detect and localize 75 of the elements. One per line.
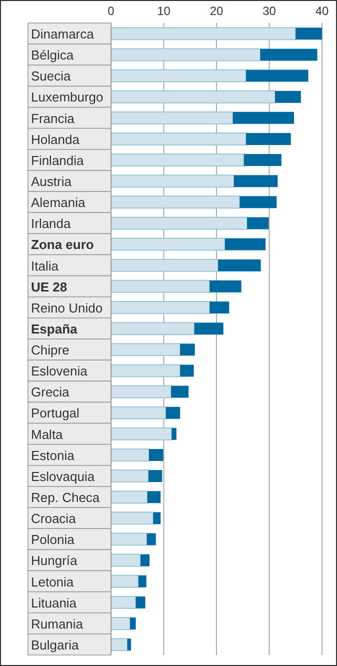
bar	[218, 259, 261, 272]
y-tick-label: Estonia	[31, 448, 76, 463]
y-tick-label: Suecia	[31, 68, 72, 84]
y-tick-label: Luxemburgo	[31, 90, 104, 105]
bar	[247, 217, 269, 230]
bar	[210, 280, 242, 292]
y-tick-label: Hungría	[31, 553, 78, 568]
x-tick-label: 20	[210, 4, 224, 18]
y-tick-label: Croacia	[31, 511, 77, 526]
bar	[224, 238, 266, 250]
bar	[275, 90, 301, 103]
bar	[180, 364, 194, 377]
y-tick-label: España	[31, 321, 78, 336]
bar	[210, 302, 230, 314]
y-tick-label: Eslovaquia	[31, 468, 96, 484]
bar	[153, 512, 161, 524]
y-tick-label: Italia	[31, 258, 60, 274]
y-tick-label: Francia	[31, 110, 76, 126]
y-tick-label: Finlandia	[31, 152, 85, 168]
bar	[296, 28, 322, 40]
y-tick-label: Eslovenia	[31, 364, 88, 379]
bar	[111, 574, 139, 588]
bar	[232, 112, 294, 124]
x-tick-label: 0	[108, 4, 115, 18]
bar	[246, 70, 308, 82]
y-tick-label: Rep. Checa	[31, 490, 100, 505]
y-tick-label: Chipre	[31, 342, 70, 358]
x-tick-label: 40	[315, 4, 329, 18]
bar	[172, 428, 176, 440]
y-tick-label: Zona euro	[31, 237, 94, 252]
bar	[234, 175, 278, 188]
y-tick-label: Rumania	[31, 616, 84, 632]
y-tick-label: Bulgaria	[31, 637, 80, 652]
bar	[180, 344, 195, 356]
bar	[260, 48, 318, 61]
bar	[127, 638, 132, 651]
bar	[171, 386, 189, 398]
bar	[244, 154, 282, 166]
bar	[111, 596, 136, 609]
bar	[138, 575, 146, 588]
bar	[111, 617, 130, 630]
bar	[111, 490, 148, 504]
y-tick-label: Bélgica	[31, 48, 74, 63]
y-tick-label: Alemania	[31, 195, 86, 210]
bar	[146, 533, 156, 546]
bar	[148, 448, 164, 461]
y-tick-label: Lituania	[31, 595, 78, 610]
y-tick-label: Holanda	[31, 132, 80, 147]
y-tick-label: Grecia	[31, 384, 70, 400]
bar	[111, 638, 128, 652]
y-tick-label: Irlanda	[31, 216, 72, 232]
bar	[240, 196, 277, 208]
bar	[147, 491, 161, 504]
bar	[111, 470, 149, 483]
y-tick-label: Letonia	[31, 574, 74, 590]
bar	[136, 596, 146, 608]
y-tick-label: Portugal	[31, 406, 80, 421]
bar	[148, 470, 162, 482]
bar	[111, 512, 154, 525]
y-tick-label: Malta	[31, 426, 64, 442]
x-tick-label: 10	[157, 4, 171, 18]
bar	[246, 132, 291, 145]
bar	[194, 322, 224, 335]
bar	[140, 554, 150, 566]
bar	[111, 532, 148, 546]
y-tick-label: Austria	[31, 174, 72, 189]
x-tick-label: 30	[262, 4, 276, 18]
bar	[166, 406, 180, 419]
y-tick-label: Polonia	[31, 532, 76, 548]
y-tick-label: UE 28	[31, 279, 68, 294]
y-tick-label: Dinamarca	[31, 26, 95, 42]
y-tick-label: Reino Unido	[31, 300, 103, 316]
bar	[111, 554, 142, 567]
bar	[130, 618, 136, 630]
bar	[111, 448, 150, 462]
